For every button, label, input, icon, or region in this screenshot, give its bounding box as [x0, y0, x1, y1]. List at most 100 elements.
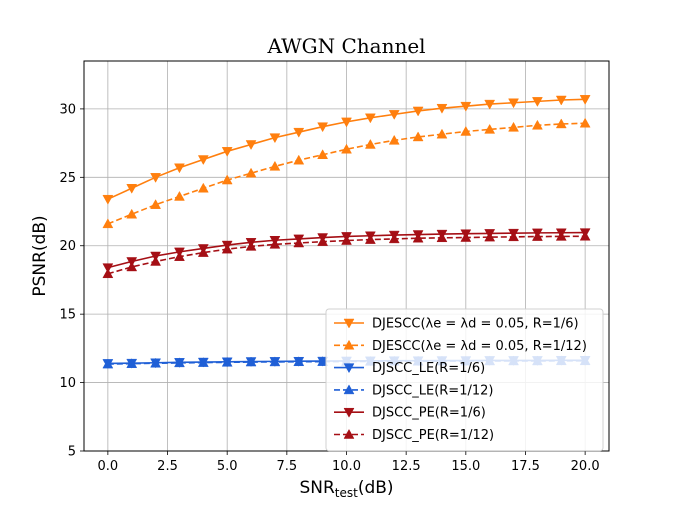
series-6-point [412, 232, 424, 243]
series-6-point [150, 255, 162, 266]
x-tick-label: 7.5 [276, 459, 297, 474]
series-6-point [197, 247, 209, 257]
series-2-point [555, 118, 567, 129]
x-tick-label: 2.5 [157, 459, 178, 474]
series-1-point [317, 122, 329, 133]
series-2-point [388, 134, 400, 145]
series-4-point [197, 357, 209, 367]
series-2-point [269, 160, 281, 171]
x-tick-label: 10.0 [332, 459, 361, 474]
x-tick-label: 17.5 [511, 459, 540, 474]
series-1-point [126, 184, 138, 194]
series-1-point [460, 101, 472, 112]
legend-label-3: DJSCC_LE(R=1/6) [372, 361, 485, 376]
legend-marker-6 [343, 428, 355, 439]
series-1-point [221, 147, 233, 157]
series-1-point [245, 140, 257, 150]
series-6-point [317, 236, 329, 246]
series-1-point [531, 97, 543, 107]
series-1-point [388, 110, 400, 120]
legend-label-1: DJESCC(λe = λd = 0.05, R=1/6) [372, 317, 579, 332]
series-1-point [436, 103, 448, 114]
series-1-point [293, 127, 305, 138]
series-1-point [269, 133, 281, 144]
legend-box [325, 308, 604, 452]
series-6-point [293, 237, 305, 248]
legend: DJESCC(λe = λd = 0.05, R=1/6) DJESCC(λe =… [325, 308, 604, 452]
series-6-point [508, 231, 519, 242]
series-6-point [269, 238, 281, 249]
series-2-point [317, 149, 329, 159]
series-1-point [412, 106, 424, 117]
legend-marker-4 [343, 384, 355, 395]
series-2-point [341, 143, 352, 154]
series-6-point [364, 234, 376, 244]
series-4-point [174, 357, 185, 368]
y-tick-label: 25 [59, 171, 76, 186]
series-2-point [174, 190, 185, 201]
series-1-point [484, 99, 496, 110]
axis-ticks: 0.0 2.5 5.0 7.5 10.0 12.5 15.0 17.5 20.0 5 10 15 20 2… [59, 102, 599, 474]
series-1-point [150, 173, 162, 183]
series-2-point [150, 199, 162, 209]
series-6-line [107, 235, 586, 275]
y-tick-label: 30 [59, 102, 76, 117]
series-6-point [341, 235, 352, 245]
series-6-point [245, 240, 257, 251]
series-6-point [221, 243, 233, 254]
legend-label-5: DJSCC_PE(R=1/6) [372, 406, 486, 421]
legend-marker-1 [343, 318, 355, 329]
x-axis-label-main: SNR [299, 478, 335, 498]
series-2-point [579, 117, 591, 128]
legend-label-4: DJSCC_LE(R=1/12) [372, 383, 493, 398]
x-tick-label: 15.0 [451, 459, 480, 474]
series-2-point [364, 138, 376, 149]
series-2-point [412, 131, 424, 142]
series-2-point [436, 128, 448, 139]
series-4-point [126, 358, 138, 368]
series-6-point [579, 230, 591, 241]
series-2 [102, 117, 591, 229]
y-tick-label: 10 [59, 376, 76, 391]
legend-marker-3 [343, 363, 355, 374]
series-2-point [245, 167, 257, 178]
series-6-point [174, 251, 185, 261]
legend-marker-5 [343, 407, 355, 418]
series-2-point [126, 208, 138, 219]
x-tick-label: 0.0 [98, 459, 119, 474]
series-4-point [102, 358, 114, 369]
series-4-point [317, 356, 329, 366]
series-1-point [508, 98, 519, 109]
series-2-point [293, 154, 305, 165]
legend-label-6: DJSCC_PE(R=1/12) [372, 428, 494, 443]
series-1-point [102, 194, 114, 205]
series-6-point [388, 233, 400, 244]
legend-marker-2 [343, 339, 355, 350]
series-4-point [221, 356, 233, 367]
series-2-point [221, 174, 233, 185]
series-6-point [436, 232, 448, 243]
x-axis-label: SNRtest(dB) [299, 478, 393, 500]
x-tick-label: 5.0 [217, 459, 238, 474]
series-2-point [460, 125, 472, 136]
series-2-line [107, 122, 586, 225]
series-1-point [579, 95, 591, 105]
series-6-point [460, 232, 472, 242]
series-2-point [531, 119, 543, 130]
series-1-point [174, 163, 185, 174]
y-axis-label: PSNR(dB) [30, 215, 50, 296]
series-6-point [102, 268, 114, 279]
series-2-point [484, 123, 496, 134]
series-2-point [102, 218, 114, 229]
series-4-point [150, 357, 162, 368]
chart-title: AWGN Channel [266, 34, 425, 58]
series-1-point [555, 95, 567, 106]
series-4-point [245, 356, 257, 367]
series-6-point [126, 261, 138, 272]
series-4-point [269, 356, 281, 367]
series-2-point [197, 182, 209, 193]
legend-label-2: DJESCC(λe = λd = 0.05, R=1/12) [372, 339, 587, 354]
series-1-point [197, 155, 209, 166]
series-1 [102, 95, 591, 205]
